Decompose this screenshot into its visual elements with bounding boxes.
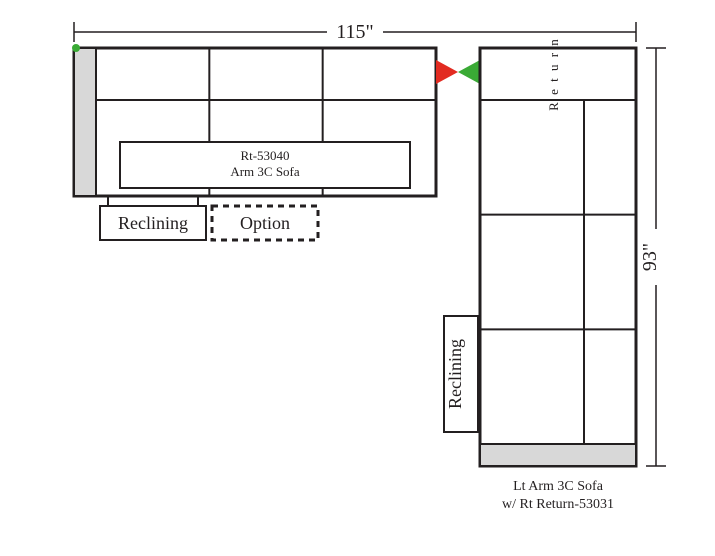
dimension-width-label: 115" — [336, 21, 373, 43]
dimension-height-label: 93" — [639, 243, 661, 271]
reclining-box-vertical: Reclining — [444, 316, 478, 432]
right-sofa-arm — [480, 444, 636, 466]
right-sofa-caption-1: Lt Arm 3C Sofa — [513, 479, 604, 494]
reclining-label-vertical: Reclining — [445, 339, 465, 409]
reclining-label: Reclining — [118, 213, 188, 233]
left-sofa: Rt-53040Arm 3C Sofa — [74, 48, 436, 196]
left-sofa-arm — [74, 48, 96, 196]
right-sofa: R e t u r n — [480, 37, 636, 466]
option-box: Option — [212, 206, 318, 240]
option-label: Option — [240, 213, 290, 233]
return-label: R e t u r n — [546, 37, 561, 111]
start-dot-icon — [72, 44, 80, 52]
arrow-green-icon — [458, 60, 480, 84]
dimension-right: 93" — [639, 48, 669, 466]
left-sofa-model-2: Arm 3C Sofa — [230, 164, 300, 179]
left-sofa-model-1: Rt-53040 — [240, 148, 289, 163]
arrow-red-icon — [436, 60, 458, 84]
right-sofa-caption-2: w/ Rt Return-53031 — [502, 497, 614, 512]
reclining-box: Reclining — [100, 206, 206, 240]
